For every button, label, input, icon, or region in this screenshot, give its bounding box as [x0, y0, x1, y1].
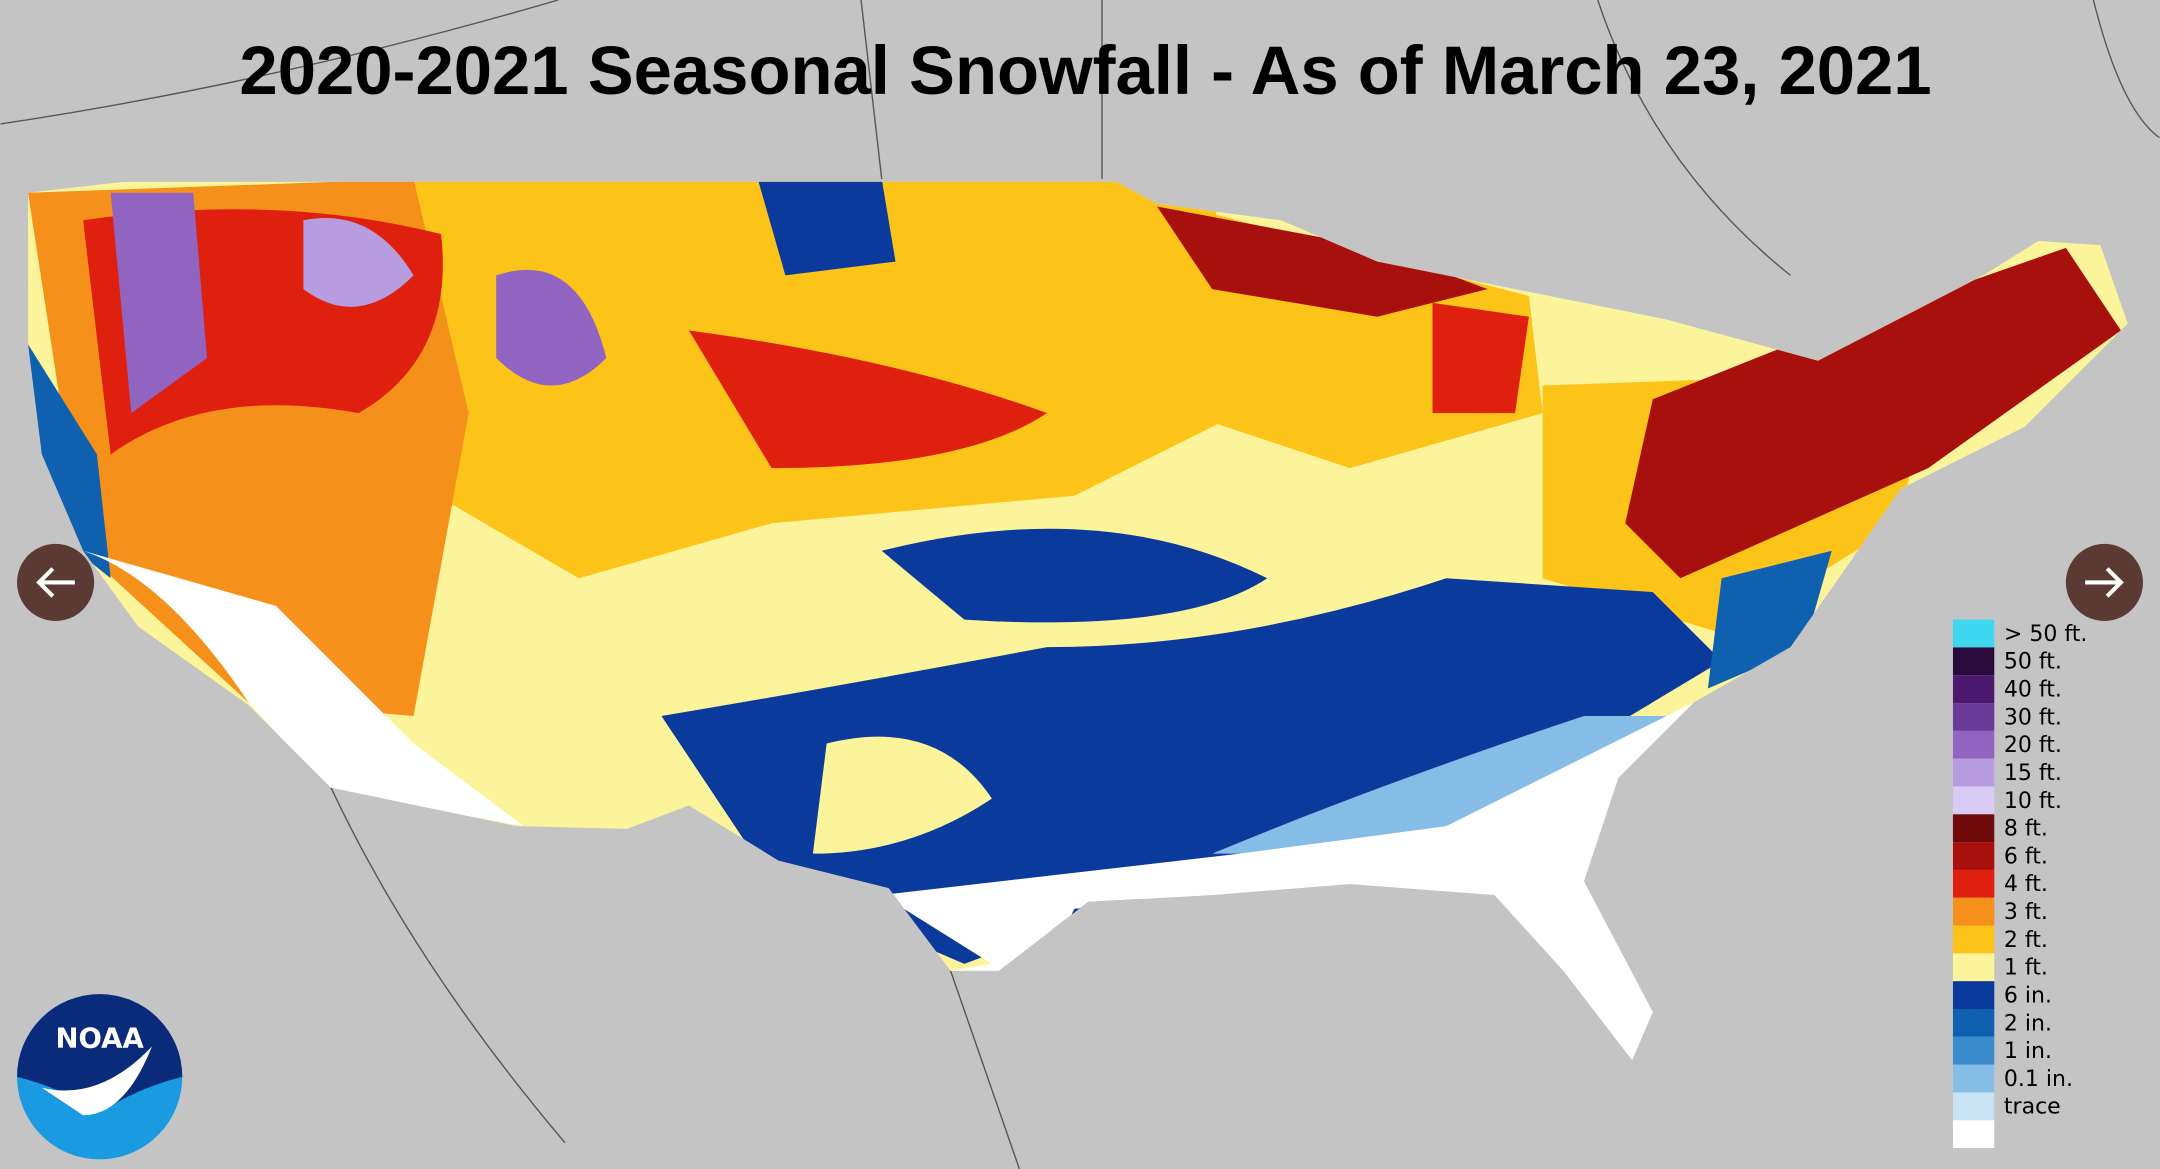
- legend-label: 6 ft.: [2004, 844, 2048, 869]
- legend-swatch: [1952, 703, 1995, 731]
- legend-swatch: [1952, 814, 1995, 843]
- legend-label: 1 ft.: [2004, 956, 2048, 981]
- legend-label: 3 ft.: [2004, 900, 2048, 925]
- legend-label: 30 ft.: [2004, 705, 2062, 730]
- legend-swatch: [1952, 1036, 1995, 1065]
- legend-swatch: [1952, 730, 1995, 759]
- legend-swatch: [1952, 1120, 1995, 1149]
- legend-swatch: [1952, 981, 1995, 1010]
- legend-swatch: [1952, 619, 1995, 648]
- legend-swatch: [1952, 925, 1995, 954]
- legend-swatch: [1952, 647, 1995, 676]
- legend-swatch: [1952, 869, 1995, 898]
- legend-label: 20 ft.: [2004, 733, 2062, 758]
- legend-label: 50 ft.: [2004, 650, 2062, 675]
- next-button[interactable]: [2065, 543, 2143, 621]
- legend-label: 10 ft.: [2004, 789, 2062, 814]
- legend-label: 0.1 in.: [2004, 1067, 2073, 1092]
- legend-label: 2 ft.: [2004, 928, 2048, 953]
- legend-swatch: [1952, 675, 1995, 704]
- legend-swatch: [1952, 786, 1995, 815]
- legend-swatch: [1952, 1009, 1995, 1037]
- prev-button[interactable]: [17, 543, 95, 621]
- legend-swatch: [1952, 953, 1995, 982]
- logo-bird: [41, 1046, 152, 1116]
- legend-label: 40 ft.: [2004, 678, 2062, 703]
- legend-label: 15 ft.: [2004, 761, 2062, 786]
- legend-label: > 50 ft.: [2004, 622, 2087, 647]
- legend: > 50 ft. 50 ft. 40 ft.30 ft. 20 ft. 15 ft. 10…: [1952, 619, 2087, 1149]
- legend-swatch: [1952, 897, 1995, 926]
- legend-label: 6 in.: [2004, 983, 2052, 1008]
- logo-top: [17, 994, 183, 1113]
- legend-swatch: [1952, 1092, 1995, 1121]
- logo-text: NOAA: [55, 1023, 144, 1055]
- map-title: 2020-2021 Seasonal Snowfall - As of Marc…: [239, 32, 1931, 109]
- legend-label: trace: [2004, 1095, 2061, 1120]
- legend-label: 8 ft.: [2004, 817, 2048, 842]
- legend-label: 2 in.: [2004, 1011, 2052, 1036]
- legend-swatch: [1952, 842, 1995, 870]
- noaa-logo: NOAA: [17, 994, 183, 1160]
- legend-swatch: [1952, 758, 1995, 787]
- legend-label: 1 in.: [2004, 1039, 2052, 1064]
- legend-label: 4 ft.: [2004, 872, 2048, 897]
- legend-swatch: [1952, 1064, 1995, 1093]
